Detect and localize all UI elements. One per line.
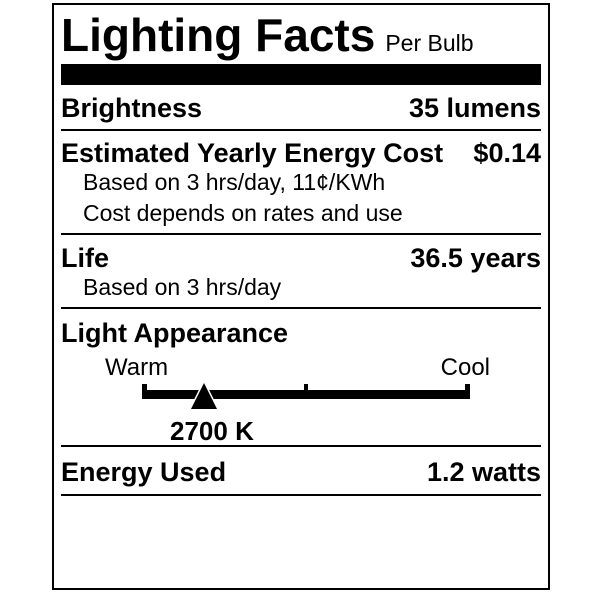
separator-bar xyxy=(61,64,541,85)
label-title: Lighting Facts xyxy=(61,9,376,61)
energy-cost-section: Estimated Yearly Energy Cost $0.14 Based… xyxy=(61,131,541,235)
lighting-facts-label: Lighting Facts Per Bulb Brightness 35 lu… xyxy=(52,3,550,590)
cool-label: Cool xyxy=(441,354,490,381)
energy-cost-label: Estimated Yearly Energy Cost xyxy=(61,138,444,168)
marker-triangle-icon xyxy=(188,379,220,411)
energy-cost-note-basis: Based on 3 hrs/day, 11¢/KWh xyxy=(83,169,386,195)
energy-cost-row: Estimated Yearly Energy Cost $0.14 xyxy=(61,140,541,167)
per-bulb-qualifier: Per Bulb xyxy=(385,30,474,56)
energy-used-value: 1.2 watts xyxy=(426,457,541,487)
life-note-basis: Based on 3 hrs/day xyxy=(83,274,282,300)
marker-value: 2700 K xyxy=(170,416,254,443)
brightness-value: 35 lumens xyxy=(408,93,541,123)
color-temperature-scale: Warm Cool 2700 K xyxy=(105,354,490,443)
life-label: Life xyxy=(61,243,110,273)
life-section: Life 36.5 years Based on 3 hrs/day xyxy=(61,235,541,309)
scale-bar xyxy=(142,390,470,399)
light-appearance-row: Light Appearance xyxy=(61,320,541,347)
light-appearance-label: Light Appearance xyxy=(61,318,289,348)
warm-label: Warm xyxy=(105,354,168,381)
energy-used-label: Energy Used xyxy=(61,457,227,487)
energy-used-row: Energy Used 1.2 watts xyxy=(61,447,541,496)
life-value: 36.5 years xyxy=(410,243,541,273)
life-row: Life 36.5 years xyxy=(61,245,541,272)
energy-cost-note-disclaimer: Cost depends on rates and use xyxy=(83,200,403,226)
label-header: Lighting Facts Per Bulb xyxy=(61,5,541,58)
energy-cost-value: $0.14 xyxy=(473,138,541,168)
brightness-label: Brightness xyxy=(61,93,203,123)
light-appearance-section: Light Appearance Warm Cool 2700 K xyxy=(61,309,541,447)
brightness-row: Brightness 35 lumens xyxy=(61,85,541,131)
